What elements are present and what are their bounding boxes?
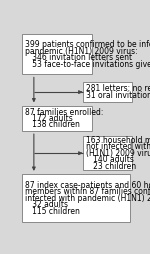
Text: 115 children: 115 children bbox=[25, 207, 80, 216]
Text: 32 adults: 32 adults bbox=[25, 200, 68, 209]
FancyBboxPatch shape bbox=[83, 136, 132, 170]
Text: 399 patients confirmed to be infected by: 399 patients confirmed to be infected by bbox=[25, 40, 150, 49]
Text: pandemic (H1N1) 2009 virus:: pandemic (H1N1) 2009 virus: bbox=[25, 47, 138, 56]
Text: 172 adults: 172 adults bbox=[25, 114, 73, 123]
Text: not infected with pandemic: not infected with pandemic bbox=[86, 142, 150, 151]
Text: 31 oral invitations: refusal: 31 oral invitations: refusal bbox=[86, 91, 150, 100]
FancyBboxPatch shape bbox=[83, 82, 132, 102]
Text: infected with pandemic (H1N1) 2009 virus:: infected with pandemic (H1N1) 2009 virus… bbox=[25, 194, 150, 203]
FancyBboxPatch shape bbox=[22, 106, 92, 131]
Text: (H1N1) 2009 virus:: (H1N1) 2009 virus: bbox=[86, 149, 150, 158]
Text: 163 household members: 163 household members bbox=[86, 136, 150, 145]
Text: 140 adults: 140 adults bbox=[86, 155, 134, 164]
Text: 53 face-to-face invitations given: 53 face-to-face invitations given bbox=[25, 60, 150, 69]
Text: 346 invitation letters sent: 346 invitation letters sent bbox=[25, 53, 132, 62]
Text: 87 families enrolled:: 87 families enrolled: bbox=[25, 107, 103, 117]
Text: 138 children: 138 children bbox=[25, 120, 80, 130]
Text: 23 children: 23 children bbox=[86, 162, 136, 171]
FancyBboxPatch shape bbox=[22, 174, 130, 222]
Text: 87 index case-patients and 60 household: 87 index case-patients and 60 household bbox=[25, 181, 150, 190]
FancyBboxPatch shape bbox=[22, 34, 92, 74]
Text: 281 letters: no response: 281 letters: no response bbox=[86, 84, 150, 93]
Text: members within 87 families confirmed to be: members within 87 families confirmed to … bbox=[25, 187, 150, 196]
